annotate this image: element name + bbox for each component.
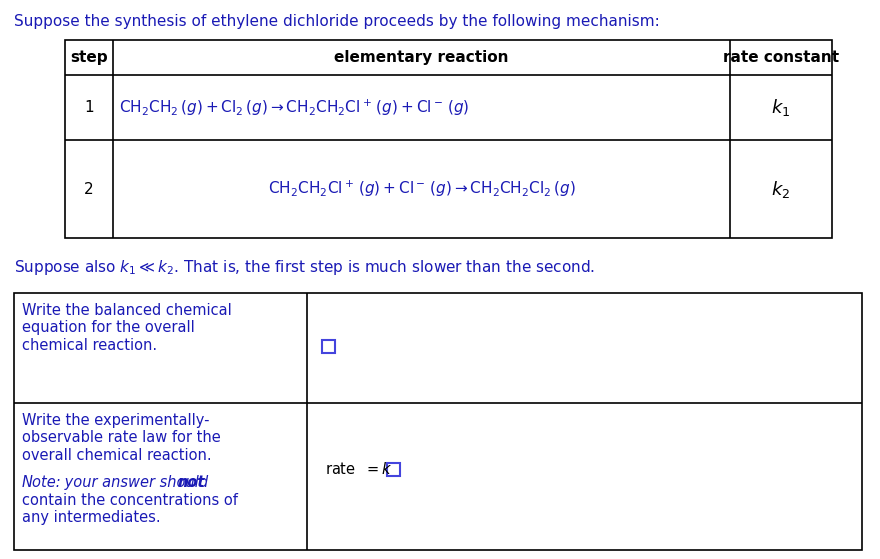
Text: Suppose the synthesis of ethylene dichloride proceeds by the following mechanism: Suppose the synthesis of ethylene dichlo… — [14, 14, 660, 29]
Text: $k_2$: $k_2$ — [772, 178, 790, 200]
Text: rate constant: rate constant — [723, 50, 839, 65]
Text: 2: 2 — [84, 182, 94, 197]
Text: contain the concentrations of
any intermediates.: contain the concentrations of any interm… — [22, 493, 238, 525]
Text: 1: 1 — [84, 100, 94, 115]
Bar — [14, 293, 862, 550]
Text: rate  $= k$: rate $= k$ — [325, 462, 397, 477]
Text: Suppose also $k_1 \ll k_2$. That is, the first step is much slower than the seco: Suppose also $k_1 \ll k_2$. That is, the… — [14, 258, 595, 277]
Text: Write the experimentally-
observable rate law for the
overall chemical reaction.: Write the experimentally- observable rat… — [22, 413, 221, 463]
Text: $\mathrm{CH_2CH_2Cl^+}\,(g)+\mathrm{Cl^-}\,(g)\rightarrow\mathrm{CH_2CH_2Cl_2}\,: $\mathrm{CH_2CH_2Cl^+}\,(g)+\mathrm{Cl^-… — [268, 179, 576, 199]
Text: step: step — [70, 50, 108, 65]
Text: $k_1$: $k_1$ — [772, 97, 790, 118]
Text: $\mathrm{CH_2CH_2}\,(g)+\mathrm{Cl_2}\,(g)\rightarrow\mathrm{CH_2CH_2Cl^+}\,(g)+: $\mathrm{CH_2CH_2}\,(g)+\mathrm{Cl_2}\,(… — [119, 97, 470, 117]
Text: not: not — [178, 475, 205, 490]
Text: Note:: Note: — [22, 475, 62, 490]
Bar — [65, 40, 832, 238]
Text: elementary reaction: elementary reaction — [334, 50, 509, 65]
Bar — [387, 462, 400, 476]
Text: your answer should: your answer should — [60, 475, 213, 490]
Bar — [322, 340, 335, 353]
Text: Write the balanced chemical
equation for the overall
chemical reaction.: Write the balanced chemical equation for… — [22, 303, 231, 353]
